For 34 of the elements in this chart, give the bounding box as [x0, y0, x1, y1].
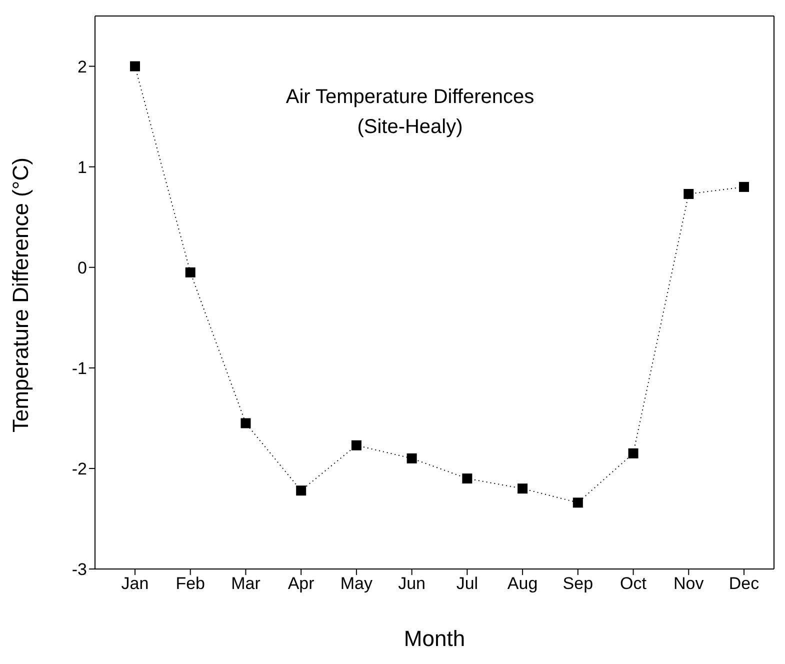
text: (Site-Healy): [356, 115, 464, 140]
point: [296, 486, 306, 496]
y-tick-label: -2: [72, 459, 87, 478]
x-tick-label: Oct: [620, 574, 647, 594]
point: [518, 484, 528, 494]
point: [462, 474, 472, 484]
point: [351, 440, 362, 450]
x-tick-label: Jul: [456, 574, 478, 594]
point: [572, 498, 583, 508]
x-tick-label: Mar: [231, 574, 261, 594]
x-tick-label: Sep: [562, 574, 594, 594]
x-tick-label: May: [340, 574, 374, 594]
point: [130, 61, 140, 72]
x-tick-label: Feb: [176, 574, 206, 594]
x-axis-title: Month: [404, 626, 466, 651]
y-tick-label: 1: [78, 158, 87, 177]
text: Air Temperature Differences: [284, 85, 536, 110]
x-tick-label: Apr: [288, 574, 315, 594]
point: [185, 267, 196, 278]
x-tick-label: Dec: [728, 574, 760, 594]
x-tick-label: Jan: [121, 574, 149, 594]
y-tick-label: 2: [78, 57, 87, 76]
x-tick-label: Nov: [674, 574, 704, 594]
y-tick-label: 0: [78, 258, 87, 278]
point: [240, 418, 251, 428]
point: [628, 448, 638, 458]
point: [684, 188, 694, 199]
y-tick-label: -3: [72, 560, 87, 580]
point: [406, 453, 417, 464]
point: [739, 182, 749, 192]
x-tick-label: Jun: [398, 574, 426, 594]
y-tick-label: -1: [72, 358, 87, 378]
x-tick-label: Aug: [507, 574, 538, 594]
y-axis-title: Temperature Difference (°C): [8, 158, 33, 432]
